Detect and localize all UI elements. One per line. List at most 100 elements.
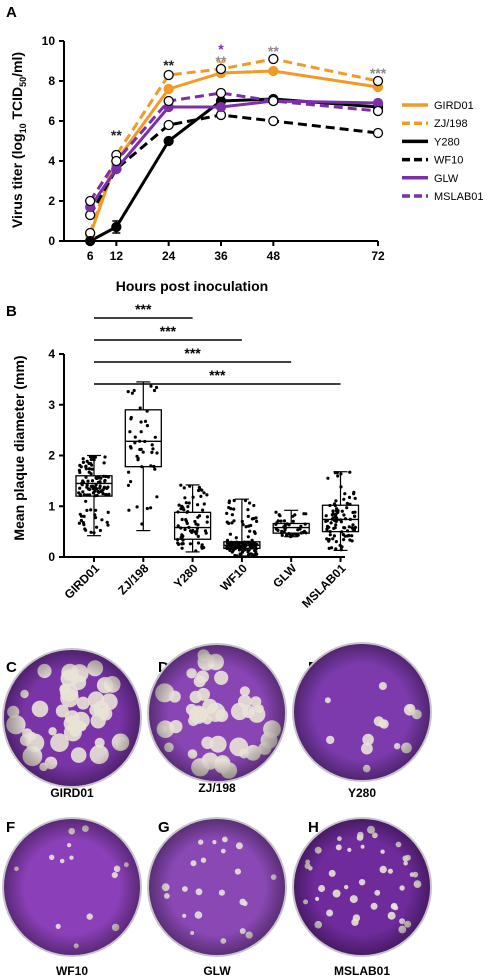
box-plot-axes: 0 1 2 3 4 GIRD01 ZJ/198 Y280 WF10 GLW MSLAB01: [48, 347, 349, 611]
category-label: MSLAB01: [299, 561, 349, 611]
category-label: GLW: [270, 561, 300, 591]
data-point: [333, 526, 337, 530]
box-plot-boxes: [75, 381, 360, 557]
data-point: [327, 546, 331, 551]
y-tick-label: 4: [48, 347, 55, 361]
category-label: Y280: [171, 561, 201, 591]
y-axis-title-part: /ml): [9, 52, 25, 77]
bracket-label: ***: [184, 345, 201, 361]
data-point: [351, 527, 355, 532]
data-point: [127, 470, 131, 474]
panel-letter-h: H: [308, 819, 319, 836]
y-tick-label: 8: [48, 74, 55, 88]
data-point: [246, 550, 250, 554]
data-point: [340, 545, 344, 549]
data-point: [89, 530, 93, 534]
legend-label: ZJ/198: [434, 118, 468, 130]
data-point: [230, 513, 234, 517]
data-point: [84, 464, 88, 468]
data-point: [325, 537, 329, 541]
dish-label: WF10: [56, 964, 88, 978]
data-point: [153, 467, 157, 471]
data-point: [103, 479, 107, 483]
data-point: [98, 480, 102, 484]
dish-shading: [149, 819, 285, 955]
data-point: [280, 533, 284, 538]
bracket-label: ***: [209, 367, 226, 383]
data-point: [93, 455, 97, 459]
data-point: [81, 460, 85, 464]
data-point: [279, 519, 283, 523]
data-point: [342, 513, 346, 517]
data-point-gird01: [163, 83, 174, 95]
data-point: [331, 509, 335, 513]
data-point: [85, 483, 89, 487]
data-point: [177, 542, 181, 547]
data-point: [150, 450, 154, 454]
significance-brackets: *** *** *** ***: [94, 301, 341, 385]
data-point-mslab01: [215, 87, 227, 99]
data-point: [277, 513, 281, 517]
data-point: [252, 516, 256, 521]
data-point: [347, 525, 351, 529]
data-point: [149, 384, 153, 388]
data-point: [106, 510, 110, 514]
significance-star: **: [216, 53, 227, 69]
legend-label: GLW: [434, 173, 459, 185]
data-point: [181, 542, 185, 546]
data-point: [90, 455, 95, 459]
data-point: [196, 488, 201, 493]
data-point: [77, 491, 81, 495]
panel-letter-c: C: [6, 659, 17, 676]
data-point: [155, 451, 159, 455]
data-point: [353, 496, 357, 500]
data-point: [334, 513, 338, 517]
data-point: [232, 519, 236, 523]
bracket-label: ***: [135, 301, 152, 317]
data-point: [90, 467, 94, 471]
data-point: [130, 391, 134, 395]
legend-label: WF10: [434, 155, 463, 167]
data-point: [129, 446, 133, 450]
data-point: [93, 489, 97, 493]
y-axis-title: Virus titer (log10 TCID50/ml): [9, 52, 28, 228]
data-point: [139, 430, 143, 434]
data-point: [246, 535, 250, 539]
data-point: [196, 541, 201, 545]
data-point: [183, 496, 187, 500]
y-axis-title-sub: 50: [18, 77, 28, 87]
legend-label: GIRD01: [434, 100, 474, 112]
data-point-y280: [163, 135, 174, 147]
data-point: [225, 520, 229, 524]
y-tick-label: 1: [48, 499, 55, 513]
data-point-zj198: [268, 53, 279, 65]
data-point: [335, 516, 339, 520]
data-point-wf10: [268, 115, 279, 127]
data-point: [139, 420, 143, 424]
data-point: [177, 503, 181, 507]
category-label: WF10: [217, 561, 250, 594]
data-point: [350, 534, 354, 538]
data-point-wf10: [372, 127, 384, 139]
data-point: [202, 491, 206, 495]
y-tick-label: 0: [48, 550, 55, 564]
data-point: [106, 523, 110, 527]
data-point: [248, 529, 252, 533]
data-point: [149, 506, 153, 510]
panel-letter-d: D: [158, 659, 169, 676]
y-tick-label: 2: [48, 449, 55, 463]
data-point: [138, 447, 142, 452]
data-point: [234, 536, 238, 540]
data-point: [334, 540, 338, 544]
data-point: [205, 520, 209, 524]
data-point: [334, 523, 338, 527]
data-point-mslab01: [372, 105, 384, 117]
data-point: [327, 539, 331, 543]
data-point: [78, 470, 82, 474]
x-tick-label: 36: [214, 249, 228, 263]
box-y-axis-title: Mean plaque diameter (mm): [11, 355, 27, 540]
series-line-y280: [89, 97, 379, 243]
data-point: [79, 465, 83, 469]
significance-star: **: [111, 127, 122, 143]
